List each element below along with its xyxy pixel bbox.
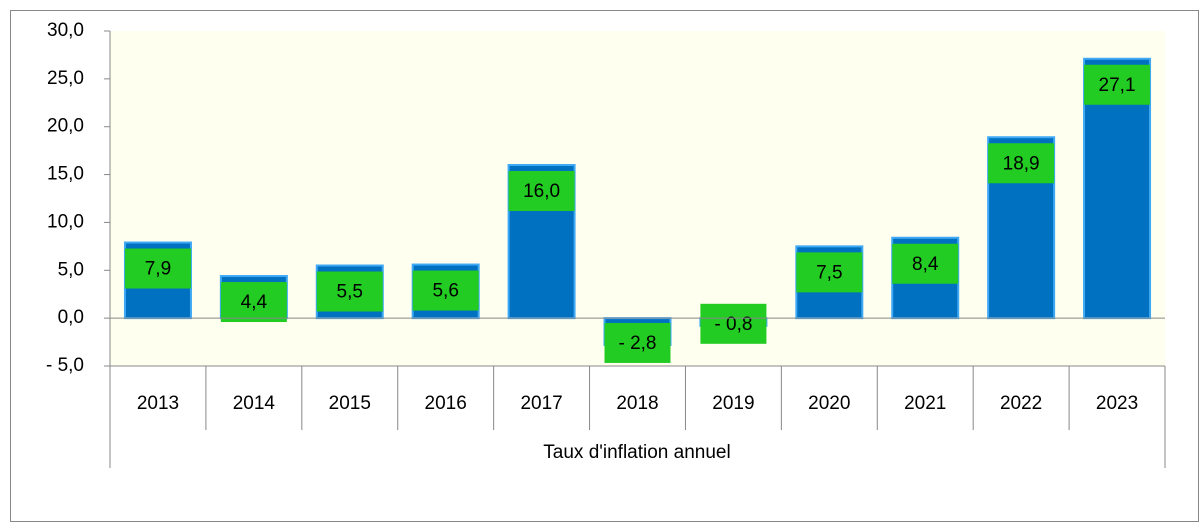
value-label-box — [892, 243, 959, 284]
x-tick-label: 2017 — [520, 393, 562, 414]
x-tick-label: 2020 — [808, 393, 850, 414]
value-label: 27,1 — [1099, 75, 1136, 96]
x-tick-label: 2021 — [904, 393, 946, 414]
value-label-box — [796, 252, 863, 293]
y-tick-label: 30,0 — [47, 20, 84, 41]
value-label-box — [1084, 64, 1151, 105]
y-tick-label: 15,0 — [47, 164, 84, 185]
y-tick-label: 10,0 — [47, 211, 84, 232]
value-label: 5,5 — [337, 282, 363, 303]
value-label-box — [700, 303, 767, 344]
value-label-box — [412, 270, 479, 311]
x-tick-label: 2014 — [233, 393, 276, 414]
y-tick-label: 0,0 — [58, 307, 84, 328]
value-label: 7,5 — [816, 262, 842, 283]
value-label-box — [124, 248, 191, 289]
x-tick-label: 2023 — [1096, 393, 1138, 414]
x-axis-title: Taux d'inflation annuel — [543, 442, 730, 463]
value-label-box — [508, 171, 575, 211]
value-label: 4,4 — [241, 292, 268, 313]
x-tick-label: 2013 — [137, 393, 179, 414]
value-label-box — [604, 322, 671, 363]
value-label-box — [316, 271, 383, 312]
y-tick-label: - 5,0 — [46, 355, 84, 376]
value-label: 7,9 — [145, 259, 171, 280]
value-label: 8,4 — [912, 254, 939, 275]
x-tick-label: 2018 — [616, 393, 658, 414]
value-label: - 0,8 — [714, 314, 752, 335]
x-tick-label: 2022 — [1000, 393, 1042, 414]
value-label-box — [988, 143, 1055, 184]
x-tick-label: 2015 — [329, 393, 371, 414]
x-tick-label: 2016 — [425, 393, 467, 414]
value-label-box — [220, 282, 287, 323]
value-label: 18,9 — [1003, 153, 1040, 174]
value-label: - 2,8 — [618, 333, 656, 354]
y-tick-label: 20,0 — [47, 116, 84, 137]
value-label: 16,0 — [523, 181, 560, 202]
x-tick-label: 2019 — [712, 393, 754, 414]
y-tick-label: 5,0 — [58, 259, 84, 280]
value-label: 5,6 — [432, 281, 458, 302]
y-tick-label: 25,0 — [47, 68, 84, 89]
